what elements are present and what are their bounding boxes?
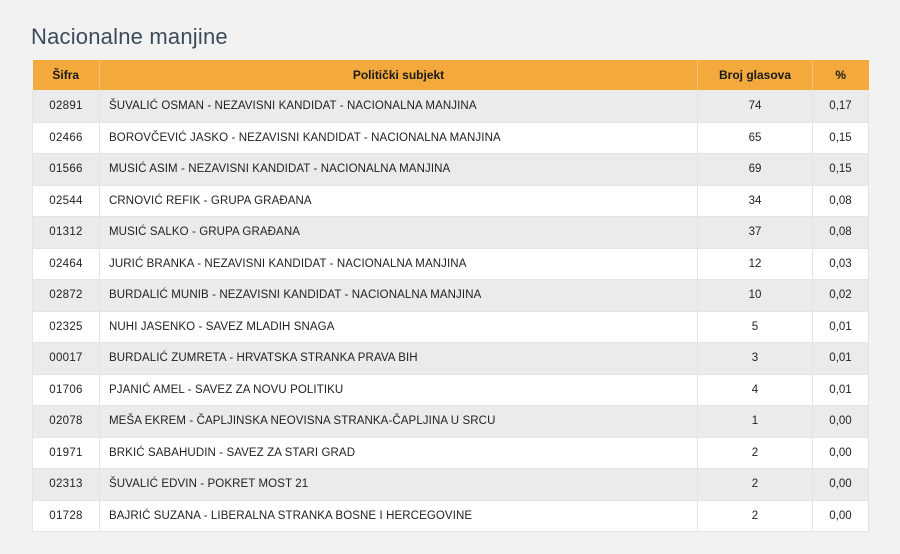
- cell-sifra: 02872: [32, 279, 100, 312]
- cell-broj-glasova: 65: [697, 122, 813, 154]
- table-row[interactable]: 02544 CRNOVIĆ REFIK - GRUPA GRAĐANA 34 0,08: [32, 185, 869, 217]
- cell-postotak: 0,00: [812, 405, 869, 438]
- column-header-glasova[interactable]: Broj glasova: [697, 60, 813, 91]
- cell-politicki-subjekt: PJANIĆ AMEL - SAVEZ ZA NOVU POLITIKU: [99, 374, 698, 406]
- cell-broj-glasova: 34: [697, 185, 813, 217]
- cell-politicki-subjekt: MUSIĆ ASIM - NEZAVISNI KANDIDAT - NACION…: [99, 153, 698, 186]
- table-row[interactable]: 01971 BRKIĆ SABAHUDIN - SAVEZ ZA STARI GR…: [32, 437, 869, 469]
- column-header-posto[interactable]: %: [812, 60, 869, 91]
- cell-broj-glasova: 3: [697, 342, 813, 375]
- table-body: 02891 ŠUVALIĆ OSMAN - NEZAVISNI KANDIDAT …: [32, 90, 869, 532]
- cell-broj-glasova: 5: [697, 311, 813, 343]
- cell-postotak: 0,00: [812, 500, 869, 532]
- cell-broj-glasova: 2: [697, 468, 813, 501]
- cell-sifra: 02325: [32, 311, 100, 343]
- cell-politicki-subjekt: ŠUVALIĆ OSMAN - NEZAVISNI KANDIDAT - NAC…: [99, 90, 698, 123]
- table-row[interactable]: 02872 BURDALIĆ MUNIB - NEZAVISNI KANDIDAT…: [32, 279, 869, 312]
- table-row[interactable]: 02078 MEŠA EKREM - ČAPLJINSKA NEOVISNA ST…: [32, 405, 869, 438]
- cell-politicki-subjekt: BURDALIĆ MUNIB - NEZAVISNI KANDIDAT - NA…: [99, 279, 698, 312]
- cell-postotak: 0,15: [812, 122, 869, 154]
- table-header-row: Šifra Politički subjekt Broj glasova %: [32, 60, 869, 91]
- cell-politicki-subjekt: NUHI JASENKO - SAVEZ MLADIH SNAGA: [99, 311, 698, 343]
- cell-broj-glasova: 10: [697, 279, 813, 312]
- table-row[interactable]: 01312 MUSIĆ SALKO - GRUPA GRAĐANA 37 0,08: [32, 216, 869, 249]
- cell-sifra: 02544: [32, 185, 100, 217]
- cell-sifra: 02313: [32, 468, 100, 501]
- cell-broj-glasova: 1: [697, 405, 813, 438]
- cell-politicki-subjekt: CRNOVIĆ REFIK - GRUPA GRAĐANA: [99, 185, 698, 217]
- cell-postotak: 0,01: [812, 342, 869, 375]
- table-row[interactable]: 01728 BAJRIĆ SUZANA - LIBERALNA STRANKA B…: [32, 500, 869, 532]
- cell-sifra: 02078: [32, 405, 100, 438]
- cell-politicki-subjekt: MUSIĆ SALKO - GRUPA GRAĐANA: [99, 216, 698, 249]
- cell-sifra: 02464: [32, 248, 100, 280]
- cell-politicki-subjekt: BOROVČEVIĆ JASKO - NEZAVISNI KANDIDAT - …: [99, 122, 698, 154]
- cell-broj-glasova: 37: [697, 216, 813, 249]
- cell-politicki-subjekt: JURIĆ BRANKA - NEZAVISNI KANDIDAT - NACI…: [99, 248, 698, 280]
- cell-broj-glasova: 2: [697, 437, 813, 469]
- table-row[interactable]: 02464 JURIĆ BRANKA - NEZAVISNI KANDIDAT -…: [32, 248, 869, 280]
- cell-broj-glasova: 2: [697, 500, 813, 532]
- cell-politicki-subjekt: ŠUVALIĆ EDVIN - POKRET MOST 21: [99, 468, 698, 501]
- cell-politicki-subjekt: BAJRIĆ SUZANA - LIBERALNA STRANKA BOSNE …: [99, 500, 698, 532]
- page-title: Nacionalne manjine: [31, 24, 228, 49]
- column-header-sifra[interactable]: Šifra: [32, 60, 100, 91]
- cell-postotak: 0,17: [812, 90, 869, 123]
- cell-sifra: 01706: [32, 374, 100, 406]
- cell-broj-glasova: 69: [697, 153, 813, 186]
- cell-postotak: 0,15: [812, 153, 869, 186]
- cell-postotak: 0,08: [812, 185, 869, 217]
- column-header-subjekt[interactable]: Politički subjekt: [99, 60, 698, 91]
- cell-politicki-subjekt: MEŠA EKREM - ČAPLJINSKA NEOVISNA STRANKA…: [99, 405, 698, 438]
- cell-broj-glasova: 74: [697, 90, 813, 123]
- cell-sifra: 02466: [32, 122, 100, 154]
- table-row[interactable]: 00017 BURDALIĆ ZUMRETA - HRVATSKA STRANKA…: [32, 342, 869, 375]
- cell-sifra: 02891: [32, 90, 100, 123]
- table-row[interactable]: 02466 BOROVČEVIĆ JASKO - NEZAVISNI KANDID…: [32, 122, 869, 154]
- results-table-container: Šifra Politički subjekt Broj glasova % 0…: [32, 60, 869, 532]
- cell-postotak: 0,00: [812, 468, 869, 501]
- cell-postotak: 0,01: [812, 311, 869, 343]
- cell-sifra: 01312: [32, 216, 100, 249]
- cell-postotak: 0,08: [812, 216, 869, 249]
- cell-sifra: 01971: [32, 437, 100, 469]
- table-row[interactable]: 02325 NUHI JASENKO - SAVEZ MLADIH SNAGA 5 0…: [32, 311, 869, 343]
- cell-postotak: 0,01: [812, 374, 869, 406]
- cell-postotak: 0,03: [812, 248, 869, 280]
- cell-politicki-subjekt: BRKIĆ SABAHUDIN - SAVEZ ZA STARI GRAD: [99, 437, 698, 469]
- cell-broj-glasova: 12: [697, 248, 813, 280]
- table-header: Šifra Politički subjekt Broj glasova %: [32, 60, 869, 91]
- cell-postotak: 0,02: [812, 279, 869, 312]
- cell-broj-glasova: 4: [697, 374, 813, 406]
- table-row[interactable]: 02891 ŠUVALIĆ OSMAN - NEZAVISNI KANDIDAT …: [32, 90, 869, 123]
- cell-sifra: 01566: [32, 153, 100, 186]
- table-row[interactable]: 01706 PJANIĆ AMEL - SAVEZ ZA NOVU POLITIK…: [32, 374, 869, 406]
- cell-sifra: 00017: [32, 342, 100, 375]
- cell-politicki-subjekt: BURDALIĆ ZUMRETA - HRVATSKA STRANKA PRAV…: [99, 342, 698, 375]
- table-row[interactable]: 01566 MUSIĆ ASIM - NEZAVISNI KANDIDAT - N…: [32, 153, 869, 186]
- table-row[interactable]: 02313 ŠUVALIĆ EDVIN - POKRET MOST 21 2 0,00: [32, 468, 869, 501]
- cell-sifra: 01728: [32, 500, 100, 532]
- cell-postotak: 0,00: [812, 437, 869, 469]
- election-results-table: Šifra Politički subjekt Broj glasova % 0…: [32, 60, 869, 532]
